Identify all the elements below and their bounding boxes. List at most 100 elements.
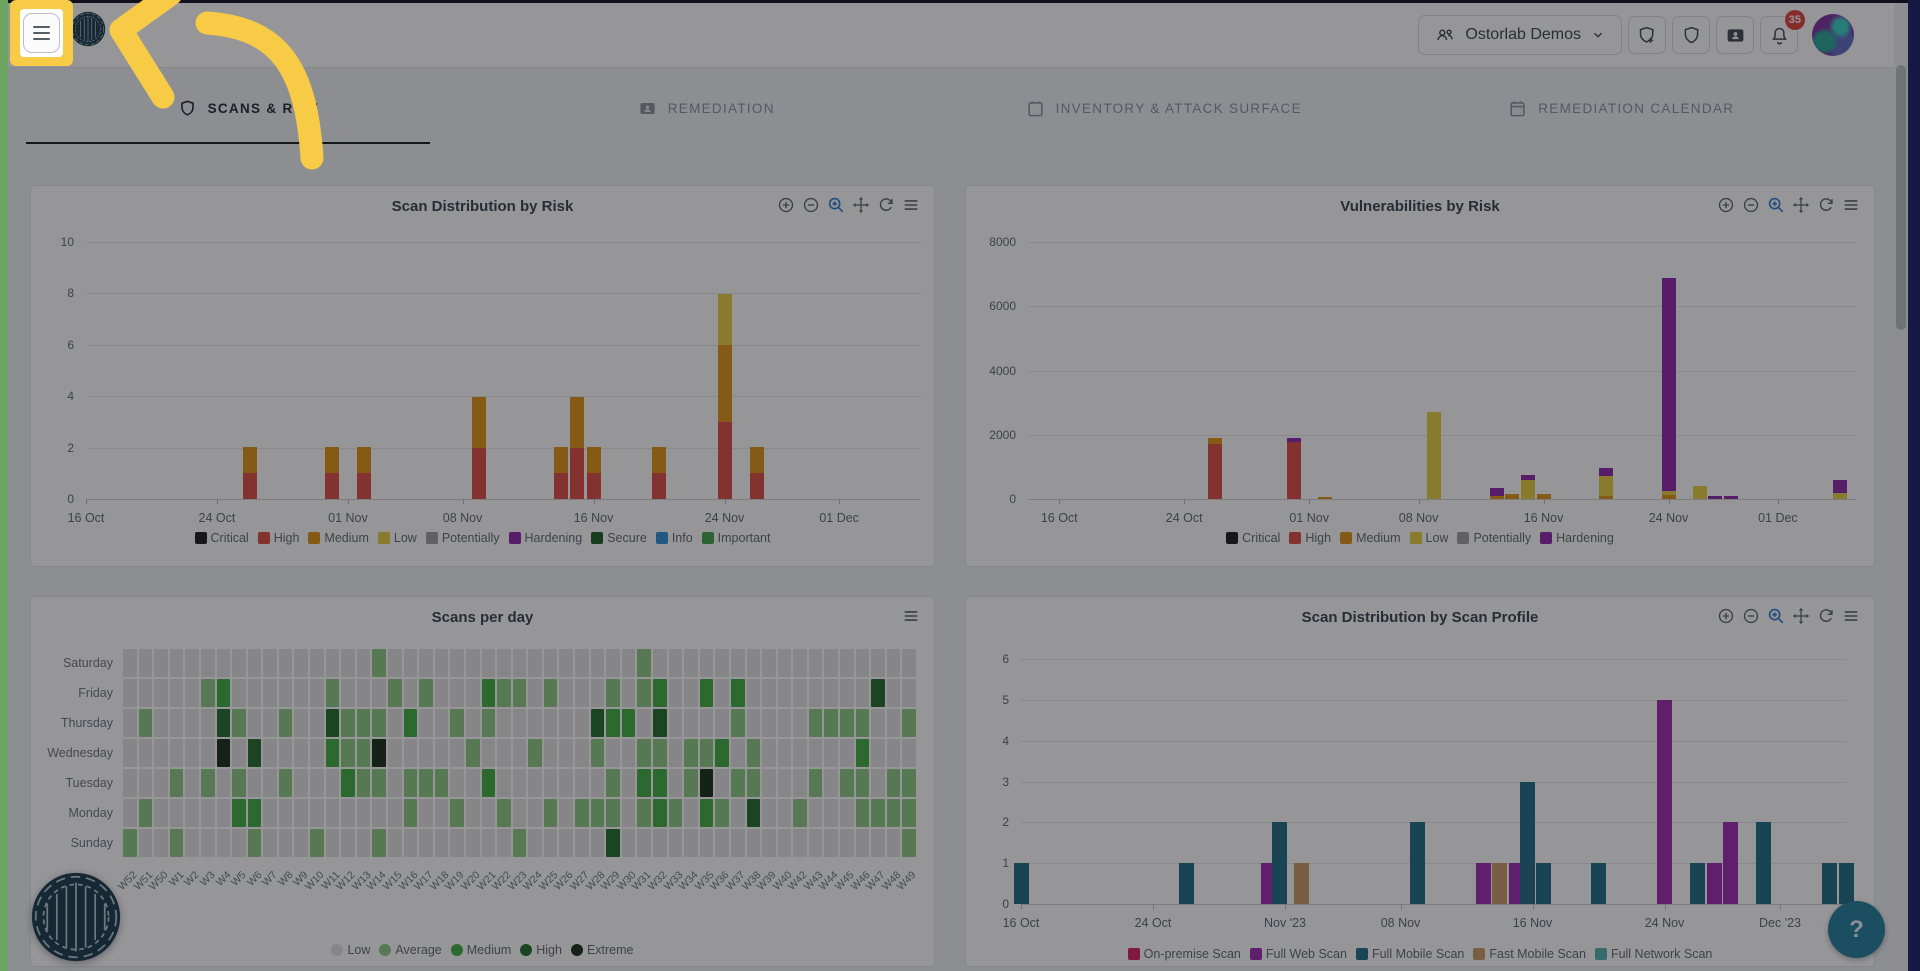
heatmap-cell[interactable] <box>746 709 761 737</box>
heatmap-cell[interactable] <box>310 799 324 827</box>
heatmap-cell[interactable] <box>808 829 823 857</box>
heatmap-cell[interactable] <box>497 679 511 707</box>
contacts-button[interactable] <box>1716 16 1754 54</box>
heatmap-cell[interactable] <box>138 769 153 797</box>
heatmap-cell[interactable] <box>543 709 558 737</box>
zoom-in-icon[interactable] <box>777 196 795 214</box>
heatmap-cell[interactable] <box>123 739 137 767</box>
heatmap-cell[interactable] <box>575 679 589 707</box>
legend-item[interactable]: Full Network Scan <box>1594 947 1712 961</box>
user-avatar[interactable] <box>1812 14 1854 56</box>
restore-icon[interactable] <box>877 196 895 214</box>
heatmap-cell[interactable] <box>294 739 309 767</box>
heatmap-cell[interactable] <box>653 709 667 737</box>
heatmap-cell[interactable] <box>247 709 262 737</box>
heatmap-cell[interactable] <box>637 709 651 737</box>
heatmap-cell[interactable] <box>746 829 761 857</box>
heatmap-cell[interactable] <box>871 829 885 857</box>
heatmap-cell[interactable] <box>855 679 870 707</box>
heatmap-cell[interactable] <box>637 649 651 677</box>
heatmap-cell[interactable] <box>278 769 293 797</box>
bar-segment[interactable] <box>1724 496 1738 499</box>
heatmap-cell[interactable] <box>200 829 215 857</box>
heatmap-cell[interactable] <box>777 799 792 827</box>
heatmap-cell[interactable] <box>512 649 527 677</box>
heatmap-cell[interactable] <box>232 769 246 797</box>
heatmap-cell[interactable] <box>840 829 854 857</box>
heatmap-cell[interactable] <box>356 739 371 767</box>
heatmap-cell[interactable] <box>356 649 371 677</box>
legend-item[interactable]: High <box>520 943 562 957</box>
legend-item[interactable]: Average <box>379 943 442 957</box>
bar-segment[interactable] <box>1490 496 1504 499</box>
heatmap-cell[interactable] <box>621 739 636 767</box>
heatmap-cell[interactable] <box>169 739 184 767</box>
heatmap-cell[interactable] <box>341 649 355 677</box>
heatmap-cell[interactable] <box>543 799 558 827</box>
heatmap-cell[interactable] <box>902 709 916 737</box>
legend-item[interactable]: Secure <box>591 531 647 545</box>
heatmap-cell[interactable] <box>138 709 153 737</box>
heatmap-cell[interactable] <box>653 829 667 857</box>
heatmap-cell[interactable] <box>434 829 449 857</box>
heatmap-cell[interactable] <box>559 649 574 677</box>
bar-segment[interactable] <box>1723 822 1738 904</box>
heatmap-cell[interactable] <box>419 649 433 677</box>
heatmap-cell[interactable] <box>310 769 324 797</box>
heatmap-cell[interactable] <box>154 709 168 737</box>
chart-plot-area[interactable] <box>1014 659 1854 909</box>
bar-segment[interactable] <box>472 447 486 499</box>
heatmap-cell[interactable] <box>699 799 714 827</box>
legend-item[interactable]: Critical <box>194 531 249 545</box>
legend-item[interactable]: On-premise Scan <box>1127 947 1241 961</box>
bar-segment[interactable] <box>718 421 732 499</box>
bar-segment[interactable] <box>1708 496 1722 499</box>
heatmap-cell[interactable] <box>154 799 168 827</box>
bar-segment[interactable] <box>1208 444 1222 499</box>
heatmap-cell[interactable] <box>294 709 309 737</box>
heatmap-cell[interactable] <box>434 679 449 707</box>
heatmap-cell[interactable] <box>637 799 651 827</box>
heatmap-cell[interactable] <box>185 769 199 797</box>
heatmap-cell[interactable] <box>419 769 433 797</box>
heatmap-cell[interactable] <box>668 709 683 737</box>
heatmap-cell[interactable] <box>465 799 480 827</box>
heatmap-cell[interactable] <box>528 829 542 857</box>
heatmap-cell[interactable] <box>356 799 371 827</box>
heatmap-cell[interactable] <box>419 679 433 707</box>
heatmap-cell[interactable] <box>372 799 386 827</box>
heatmap-cell[interactable] <box>169 829 184 857</box>
heatmap-cell[interactable] <box>746 799 761 827</box>
heatmap-cell[interactable] <box>247 829 262 857</box>
heatmap-cell[interactable] <box>575 739 589 767</box>
heatmap-cell[interactable] <box>902 679 916 707</box>
heatmap-cell[interactable] <box>481 769 496 797</box>
bar-segment[interactable] <box>1427 412 1441 499</box>
heatmap-cell[interactable] <box>777 739 792 767</box>
legend-item[interactable]: Important <box>701 531 770 545</box>
heatmap-cell[interactable] <box>388 709 402 737</box>
heatmap-cell[interactable] <box>855 649 870 677</box>
heatmap-cell[interactable] <box>450 739 464 767</box>
heatmap-cell[interactable] <box>497 769 511 797</box>
heatmap-cell[interactable] <box>668 739 683 767</box>
heatmap-cell[interactable] <box>590 709 605 737</box>
heatmap-cell[interactable] <box>606 679 620 707</box>
heatmap-cell[interactable] <box>590 649 605 677</box>
heatmap-cell[interactable] <box>138 739 153 767</box>
heatmap-cell[interactable] <box>684 829 698 857</box>
heatmap-cell[interactable] <box>840 709 854 737</box>
heatmap-cell[interactable] <box>886 709 901 737</box>
heatmap-cell[interactable] <box>216 649 231 677</box>
heatmap-cell[interactable] <box>294 649 309 677</box>
heatmap-cell[interactable] <box>793 799 807 827</box>
bar-segment[interactable] <box>1662 277 1676 491</box>
heatmap-cell[interactable] <box>730 799 745 827</box>
heatmap-cell[interactable] <box>185 679 199 707</box>
heatmap-cell[interactable] <box>294 829 309 857</box>
legend-item[interactable]: Medium <box>1340 531 1401 545</box>
heatmap-cell[interactable] <box>341 739 355 767</box>
legend-item[interactable]: Medium <box>308 531 369 545</box>
heatmap-cell[interactable] <box>871 709 885 737</box>
bar-segment[interactable] <box>1662 491 1676 495</box>
